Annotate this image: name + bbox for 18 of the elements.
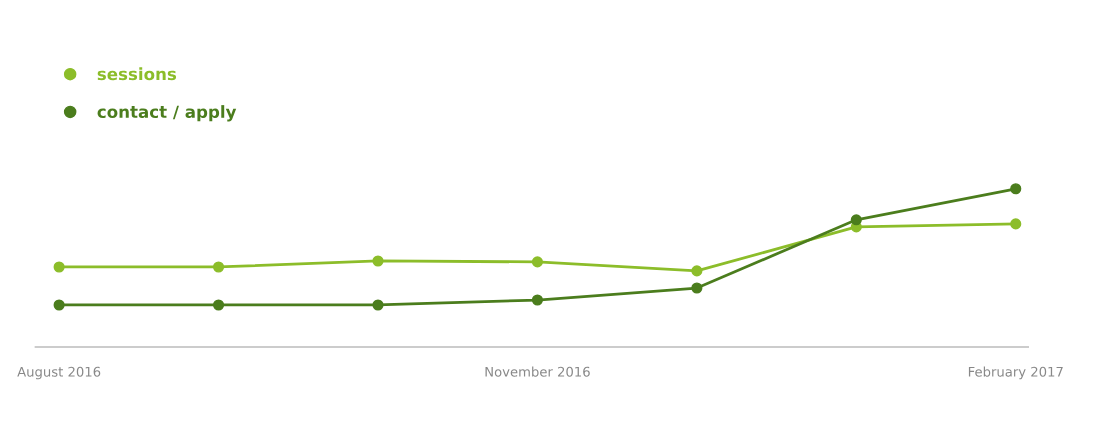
x-tick-label: February 2017 <box>968 366 1063 380</box>
point <box>1010 183 1022 195</box>
point <box>531 294 543 306</box>
legend-label: contact / apply <box>97 105 237 122</box>
point <box>1010 218 1022 230</box>
point <box>212 261 225 273</box>
legend-label: sessions <box>97 67 177 81</box>
point <box>691 265 703 277</box>
point <box>53 261 65 273</box>
x-tick-label: November 2016 <box>485 366 590 377</box>
point <box>691 282 703 294</box>
point <box>372 255 384 267</box>
point <box>212 299 225 311</box>
x-tick-label: August 2016 <box>17 366 101 380</box>
point <box>850 214 862 226</box>
point <box>53 299 65 311</box>
point <box>372 299 384 311</box>
point <box>531 256 543 268</box>
